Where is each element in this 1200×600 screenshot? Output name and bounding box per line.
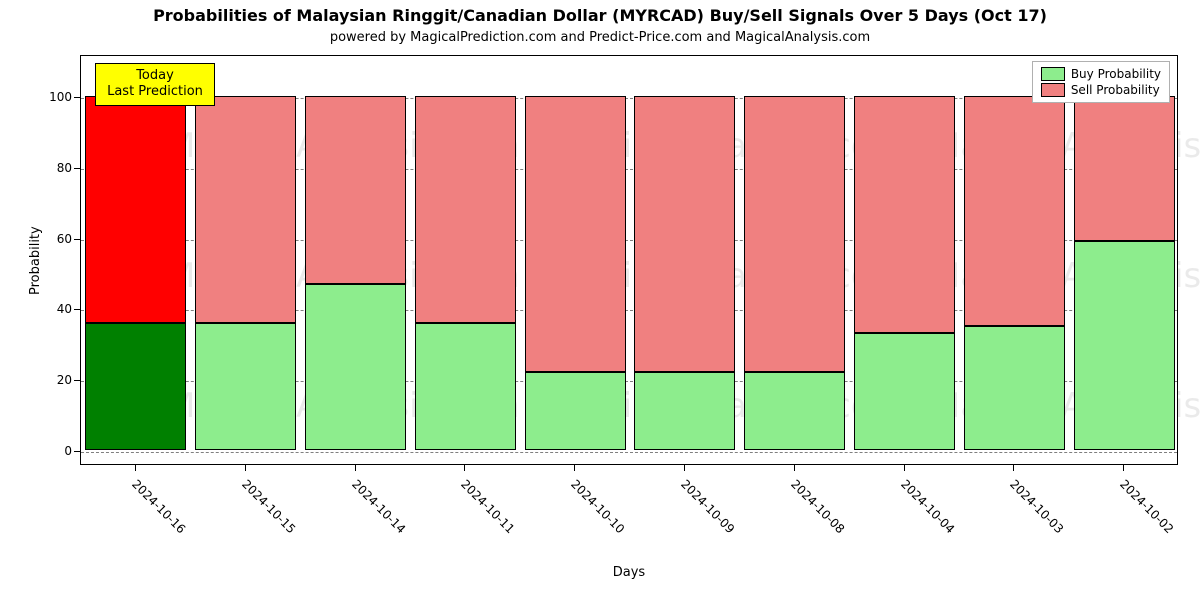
- buy-bar: [1074, 241, 1175, 450]
- x-tick-label: 2024-10-09: [678, 477, 737, 536]
- buy-bar: [964, 326, 1065, 450]
- bar-group: [744, 96, 845, 449]
- legend-swatch: [1041, 83, 1065, 97]
- buy-bar: [85, 323, 186, 450]
- today-annotation: TodayLast Prediction: [95, 63, 215, 106]
- x-tick: [904, 465, 905, 471]
- chart-title: Probabilities of Malaysian Ringgit/Canad…: [0, 6, 1200, 25]
- buy-bar: [854, 333, 955, 450]
- y-tick: [74, 380, 80, 381]
- x-tick: [135, 465, 136, 471]
- sell-bar: [634, 96, 735, 372]
- x-tick-label: 2024-10-08: [788, 477, 847, 536]
- annotation-line: Last Prediction: [104, 84, 206, 100]
- x-tick-label: 2024-10-11: [458, 477, 517, 536]
- y-tick: [74, 168, 80, 169]
- bar-group: [634, 96, 735, 449]
- sell-bar: [964, 96, 1065, 326]
- buy-bar: [525, 372, 626, 450]
- y-tick-label: 40: [40, 302, 72, 316]
- bar-group: [85, 96, 186, 449]
- sell-bar: [525, 96, 626, 372]
- sell-bar: [195, 96, 296, 322]
- y-tick: [74, 239, 80, 240]
- y-tick-label: 100: [40, 90, 72, 104]
- y-tick-label: 0: [40, 444, 72, 458]
- sell-bar: [1074, 96, 1175, 241]
- x-tick: [684, 465, 685, 471]
- x-tick: [1123, 465, 1124, 471]
- x-tick-label: 2024-10-02: [1117, 477, 1176, 536]
- legend-item: Buy Probability: [1041, 66, 1161, 82]
- gridline: [81, 452, 1177, 453]
- buy-bar: [305, 284, 406, 450]
- y-tick-label: 80: [40, 161, 72, 175]
- x-tick: [1013, 465, 1014, 471]
- x-tick: [464, 465, 465, 471]
- y-tick: [74, 309, 80, 310]
- bar-group: [305, 96, 406, 449]
- x-tick-label: 2024-10-03: [1007, 477, 1066, 536]
- plot-area: MagicalAnalysis.comMagicalAnalysis.comMa…: [80, 55, 1178, 465]
- bar-group: [415, 96, 516, 449]
- bar-group: [1074, 96, 1175, 449]
- x-tick-label: 2024-10-10: [568, 477, 627, 536]
- x-tick-label: 2024-10-14: [349, 477, 408, 536]
- legend-swatch: [1041, 67, 1065, 81]
- y-tick: [74, 97, 80, 98]
- x-tick: [245, 465, 246, 471]
- chart-subtitle: powered by MagicalPrediction.com and Pre…: [0, 30, 1200, 45]
- bar-group: [964, 96, 1065, 449]
- sell-bar: [85, 96, 186, 322]
- x-tick-label: 2024-10-04: [898, 477, 957, 536]
- y-tick-label: 20: [40, 373, 72, 387]
- buy-bar: [634, 372, 735, 450]
- legend-label: Sell Probability: [1071, 83, 1160, 97]
- sell-bar: [854, 96, 955, 333]
- buy-bar: [415, 323, 516, 450]
- legend-label: Buy Probability: [1071, 67, 1161, 81]
- y-tick-label: 60: [40, 232, 72, 246]
- y-tick: [74, 451, 80, 452]
- annotation-line: Today: [104, 68, 206, 84]
- x-tick: [574, 465, 575, 471]
- x-tick: [794, 465, 795, 471]
- buy-bar: [195, 323, 296, 450]
- bar-group: [195, 96, 296, 449]
- x-tick-label: 2024-10-15: [239, 477, 298, 536]
- bar-group: [854, 96, 955, 449]
- chart-figure: Probabilities of Malaysian Ringgit/Canad…: [0, 0, 1200, 600]
- x-tick-label: 2024-10-16: [129, 477, 188, 536]
- legend: Buy Probability Sell Probability: [1032, 61, 1170, 103]
- sell-bar: [744, 96, 845, 372]
- buy-bar: [744, 372, 845, 450]
- legend-item: Sell Probability: [1041, 82, 1161, 98]
- x-tick: [355, 465, 356, 471]
- bar-group: [525, 96, 626, 449]
- x-axis-label: Days: [80, 565, 1178, 580]
- sell-bar: [415, 96, 516, 322]
- sell-bar: [305, 96, 406, 283]
